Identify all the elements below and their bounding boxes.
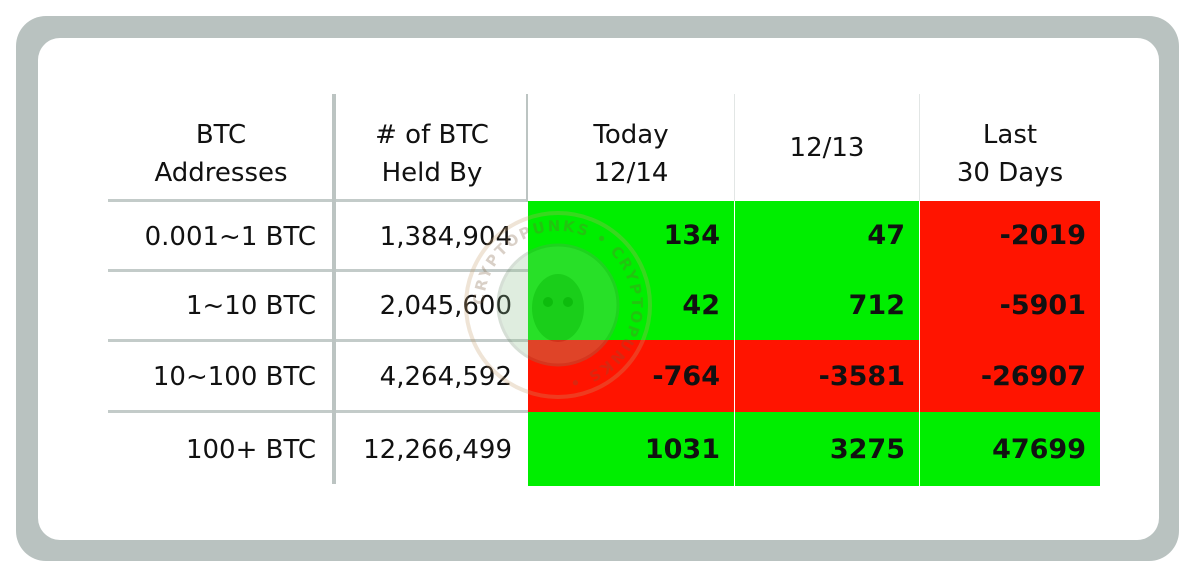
column-divider (919, 201, 920, 486)
row-label: 100+ BTC (185, 435, 316, 465)
last30-change-cell: -26907 (920, 340, 1100, 412)
last30-change-cell: 47699 (920, 412, 1100, 486)
row-divider (108, 410, 528, 413)
row-divider (108, 199, 528, 202)
row-label: 0.001~1 BTC (144, 221, 316, 252)
column-divider (734, 201, 735, 486)
header-held-by: # of BTC Held By (375, 120, 489, 188)
header-btc-addresses: BTC Addresses (154, 120, 288, 188)
held-value: 12,266,499 (363, 435, 512, 465)
prev-day-change-cell: -3581 (735, 340, 919, 412)
row-divider (108, 339, 528, 342)
last30-change-cell: -2019 (920, 201, 1100, 270)
prev-day-change-cell: 3275 (735, 412, 919, 486)
column-divider (919, 94, 920, 202)
today-change-cell: 134 (528, 201, 734, 270)
prev-day-change-cell: 47 (735, 201, 919, 270)
held-value: 2,045,600 (379, 291, 512, 321)
today-change-cell: -764 (528, 340, 734, 412)
today-change-cell: 1031 (528, 412, 734, 486)
column-divider (526, 94, 528, 202)
held-value: 1,384,904 (379, 221, 512, 252)
today-change-cell: 42 (528, 270, 734, 340)
header-last-30-days: Last 30 Days (956, 120, 1064, 188)
column-divider (734, 94, 735, 202)
last30-change-cell: -5901 (920, 270, 1100, 340)
header-prev-day: 12/13 (789, 133, 865, 163)
column-divider (332, 94, 336, 484)
row-divider (108, 269, 528, 272)
held-value: 4,264,592 (379, 361, 512, 392)
header-today: Today 12/14 (593, 120, 669, 188)
row-label: 1~10 BTC (185, 291, 316, 321)
prev-day-change-cell: 712 (735, 270, 919, 340)
row-label: 10~100 BTC (152, 361, 316, 392)
